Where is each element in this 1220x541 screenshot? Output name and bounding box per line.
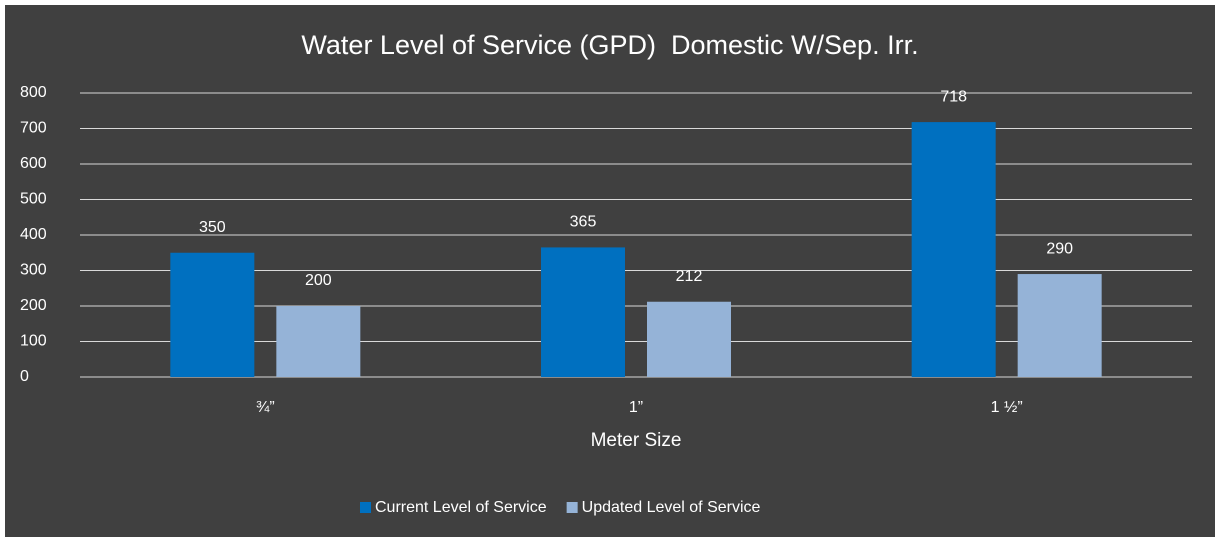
- y-tick-label: 300: [20, 262, 47, 279]
- bar: [541, 247, 625, 377]
- value-label: 365: [570, 214, 597, 231]
- y-tick-label: 800: [20, 84, 47, 101]
- bar: [276, 306, 361, 377]
- chart-title: Water Level of Service (GPD) Domestic W/…: [301, 30, 918, 60]
- legend-swatch: [566, 502, 578, 513]
- legend-label: Updated Level of Service: [582, 499, 761, 516]
- legend-swatch: [360, 502, 371, 513]
- x-tick-label: 1 ½”: [991, 399, 1023, 416]
- y-tick-label: 700: [20, 120, 47, 137]
- y-tick-label: 400: [20, 226, 47, 243]
- y-tick-label: 600: [20, 155, 47, 172]
- value-label: 290: [1046, 240, 1073, 257]
- x-tick-label: 1”: [629, 399, 643, 416]
- x-axis-label: Meter Size: [591, 430, 682, 451]
- bar: [1017, 274, 1102, 377]
- value-label: 212: [676, 268, 703, 285]
- legend-label: Current Level of Service: [375, 499, 547, 516]
- value-label: 200: [305, 272, 332, 289]
- y-tick-label: 200: [20, 297, 47, 314]
- value-label: 350: [199, 219, 226, 236]
- value-label: 718: [940, 88, 967, 105]
- y-tick-label: 0: [20, 368, 29, 385]
- y-tick-label: 500: [20, 191, 47, 208]
- bar: [647, 301, 731, 377]
- x-tick-label: ¾”: [256, 399, 275, 416]
- y-tick-label: 100: [20, 333, 47, 350]
- bar: [170, 252, 255, 377]
- bar: [911, 122, 996, 377]
